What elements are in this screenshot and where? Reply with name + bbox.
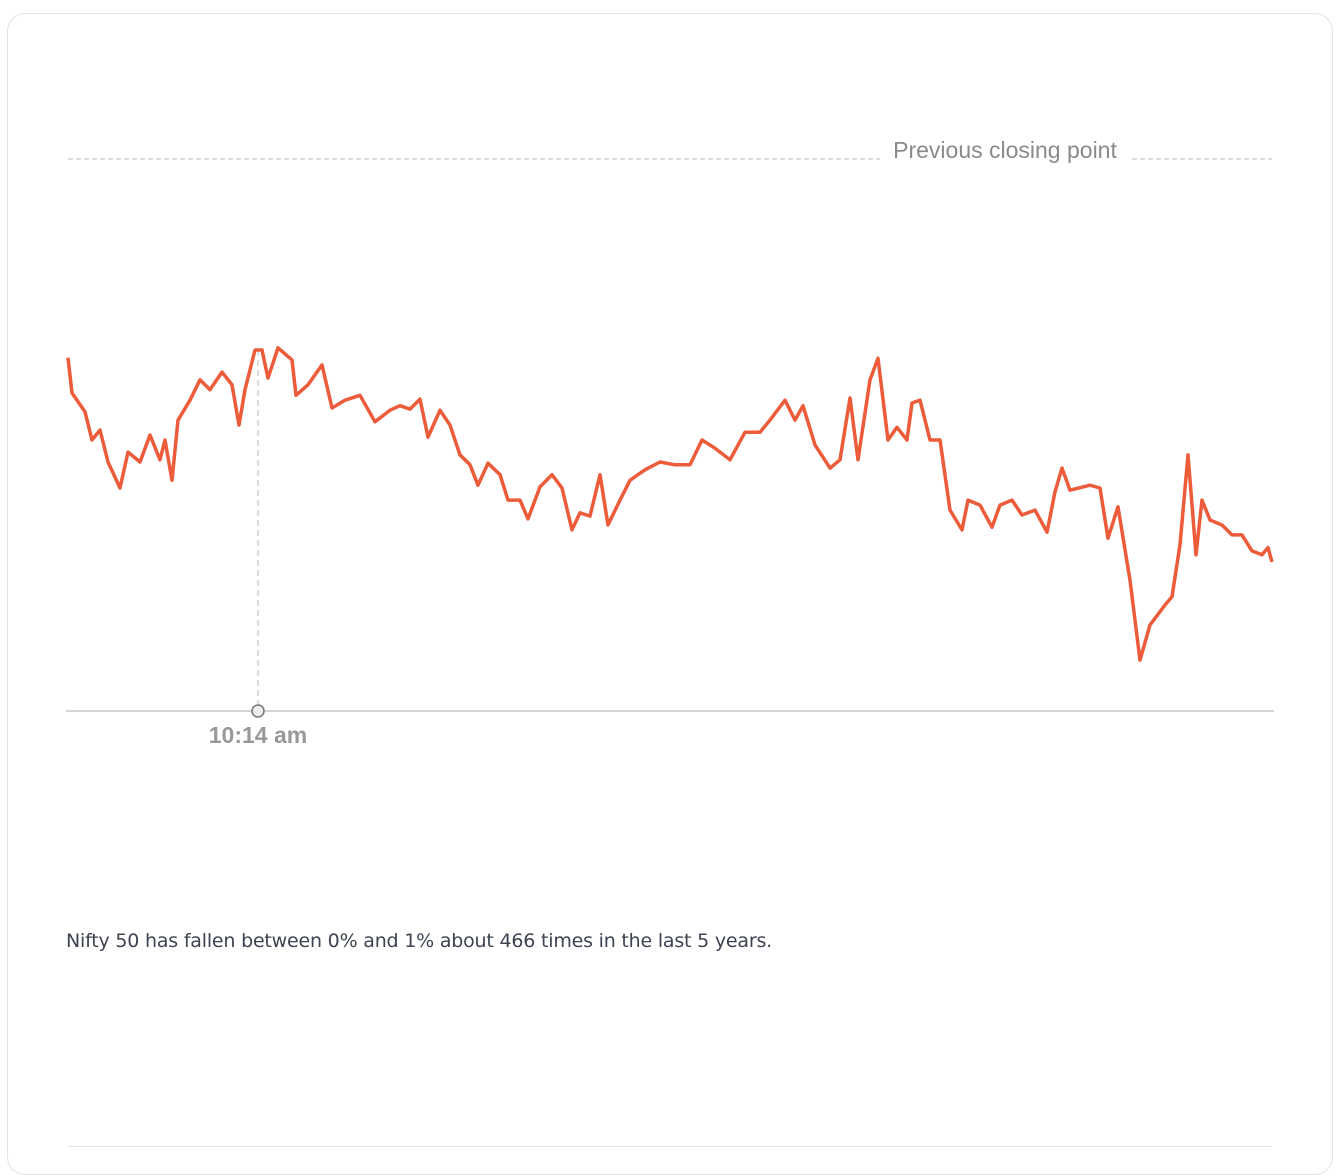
previous-close-label: Previous closing point (893, 137, 1117, 163)
caption-text: Nifty 50 has fallen between 0% and 1% ab… (66, 930, 773, 952)
hover-time-label: 10:14 am (209, 722, 307, 748)
series-line (66, 346, 1274, 662)
chart-card (7, 13, 1333, 1175)
hover-marker-dot[interactable] (251, 704, 265, 718)
divider (68, 1146, 1272, 1147)
label-backdrop (880, 136, 1132, 162)
price-series (66, 346, 1274, 662)
